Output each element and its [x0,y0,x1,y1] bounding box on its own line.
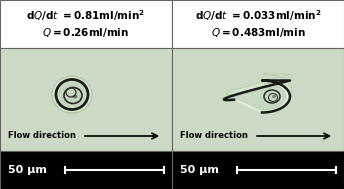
Ellipse shape [73,94,77,98]
Text: $\mathbf{\mathit{Q} = 0.483ml/min}$: $\mathbf{\mathit{Q} = 0.483ml/min}$ [211,26,305,39]
Text: $\mathbf{d\mathit{Q}/d\mathit{t}}$ $\mathbf{= 0.033ml/min^2}$: $\mathbf{d\mathit{Q}/d\mathit{t}}$ $\mat… [195,8,321,23]
Ellipse shape [58,81,86,108]
Polygon shape [229,83,286,110]
Bar [172,151,344,189]
Text: 50 μm: 50 μm [180,165,219,175]
Ellipse shape [272,95,276,98]
Text: $\mathbf{d\mathit{Q}/d\mathit{t}}$ $\mathbf{= 0.81ml/min^2}$: $\mathbf{d\mathit{Q}/d\mathit{t}}$ $\mat… [26,8,146,23]
Bar [172,48,344,151]
Text: Flow direction: Flow direction [180,132,248,140]
Bar [0,48,172,151]
Ellipse shape [52,76,92,113]
Polygon shape [226,74,292,108]
Text: $\mathbf{\mathit{Q} = 0.26ml/min}$: $\mathbf{\mathit{Q} = 0.26ml/min}$ [42,26,130,39]
Text: Flow direction: Flow direction [8,132,76,140]
Polygon shape [224,81,290,112]
Text: 50 μm: 50 μm [8,165,47,175]
Bar [0,0,172,48]
Ellipse shape [54,78,89,111]
Bar [0,151,172,189]
Bar [172,0,344,48]
